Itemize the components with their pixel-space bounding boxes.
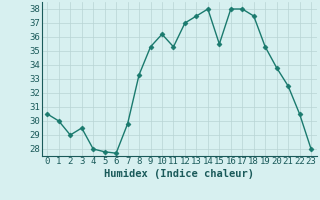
X-axis label: Humidex (Indice chaleur): Humidex (Indice chaleur) bbox=[104, 169, 254, 179]
